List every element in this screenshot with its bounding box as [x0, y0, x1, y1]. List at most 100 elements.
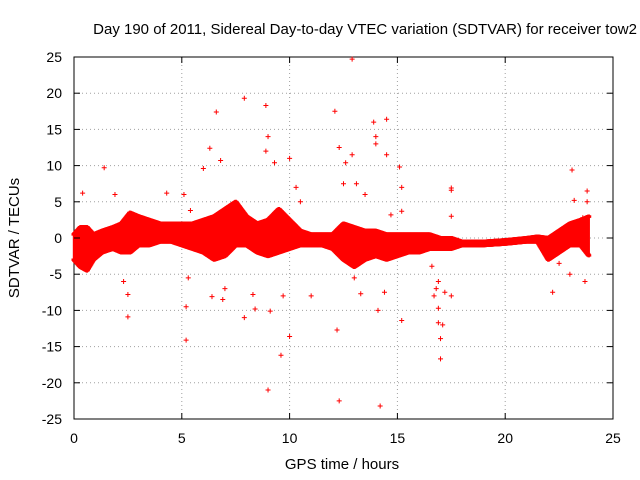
x-tick-label: 10	[282, 430, 298, 446]
y-axis-ticks: 25 20 15 10 5 0 -5 -10 -15 -20 -25	[42, 49, 613, 427]
chart-title: Day 190 of 2011, Sidereal Day-to-day VTE…	[93, 21, 637, 38]
data-points	[71, 56, 592, 409]
data-point	[213, 109, 219, 115]
data-point	[373, 141, 379, 147]
data-point	[375, 307, 381, 313]
data-point	[362, 192, 368, 198]
data-point	[272, 160, 278, 166]
data-point	[435, 278, 441, 284]
data-point	[584, 199, 590, 205]
x-tick-label: 25	[605, 430, 621, 446]
data-point	[431, 293, 437, 299]
data-point	[429, 263, 435, 269]
data-point	[207, 145, 213, 151]
data-point	[582, 278, 588, 284]
data-point	[220, 297, 226, 303]
data-point	[384, 116, 390, 122]
data-point	[435, 320, 441, 326]
data-point	[438, 336, 444, 342]
data-point	[571, 197, 577, 203]
data-point	[353, 181, 359, 187]
data-point	[377, 403, 383, 409]
data-point	[440, 322, 446, 328]
data-point	[252, 306, 258, 312]
y-tick-label: 10	[46, 158, 62, 174]
data-point	[433, 286, 439, 292]
data-point	[358, 291, 364, 297]
data-point	[250, 291, 256, 297]
y-tick-label: 0	[54, 230, 62, 246]
data-point	[125, 291, 131, 297]
y-tick-label: 20	[46, 85, 62, 101]
data-point	[183, 304, 189, 310]
data-point	[209, 294, 215, 300]
data-point	[287, 155, 293, 161]
data-point	[265, 134, 271, 140]
y-tick-label: -15	[42, 339, 62, 355]
data-point	[341, 181, 346, 187]
data-point	[399, 208, 405, 214]
data-point	[336, 398, 342, 404]
data-point	[183, 337, 189, 343]
data-point	[397, 164, 403, 170]
data-point	[125, 314, 131, 320]
data-point	[297, 199, 303, 205]
data-point	[349, 56, 355, 62]
data-point	[112, 192, 118, 198]
data-point	[351, 275, 357, 281]
y-tick-label: 15	[46, 121, 62, 137]
data-point	[343, 160, 349, 166]
data-point	[556, 260, 562, 266]
data-point	[263, 148, 269, 154]
data-point	[349, 152, 355, 158]
y-tick-label: -25	[42, 411, 62, 427]
x-tick-label: 20	[497, 430, 513, 446]
data-point	[80, 190, 86, 196]
data-point	[308, 293, 314, 299]
data-point	[384, 152, 390, 158]
data-point	[569, 167, 575, 173]
data-band-segment	[586, 214, 592, 258]
x-axis-ticks: 0 5 10 15 20 25	[70, 57, 621, 446]
data-point	[280, 293, 286, 299]
data-point	[550, 289, 556, 295]
data-point	[241, 315, 247, 321]
data-point	[187, 207, 193, 213]
y-tick-label: 5	[54, 194, 62, 210]
data-point	[448, 293, 454, 299]
data-point	[332, 108, 338, 114]
data-point	[200, 165, 206, 171]
x-tick-label: 15	[390, 430, 406, 446]
data-point	[267, 308, 273, 314]
data-point	[181, 192, 187, 198]
data-point	[435, 305, 441, 311]
data-point	[278, 352, 284, 358]
data-point	[371, 119, 377, 125]
data-point	[293, 184, 299, 190]
data-point	[222, 286, 228, 292]
data-point	[442, 289, 448, 295]
y-tick-label: -5	[50, 266, 63, 282]
data-point	[448, 185, 454, 191]
y-axis-label: SDTVAR / TECUs	[6, 178, 23, 298]
data-point	[218, 158, 224, 164]
y-tick-label: -10	[42, 302, 62, 318]
data-point	[373, 134, 379, 140]
data-point	[584, 188, 590, 194]
data-point	[388, 212, 394, 218]
x-tick-label: 0	[70, 430, 78, 446]
data-point	[265, 387, 271, 393]
data-point	[399, 184, 405, 190]
data-point	[399, 318, 405, 324]
data-point	[121, 278, 127, 284]
data-point	[263, 103, 269, 109]
x-axis-label: GPS time / hours	[285, 456, 399, 473]
data-point	[164, 190, 170, 196]
data-point	[336, 145, 342, 150]
data-point	[580, 215, 586, 221]
x-tick-label: 5	[178, 430, 186, 446]
data-point	[334, 327, 340, 333]
data-point	[381, 289, 387, 295]
data-point	[567, 271, 573, 277]
